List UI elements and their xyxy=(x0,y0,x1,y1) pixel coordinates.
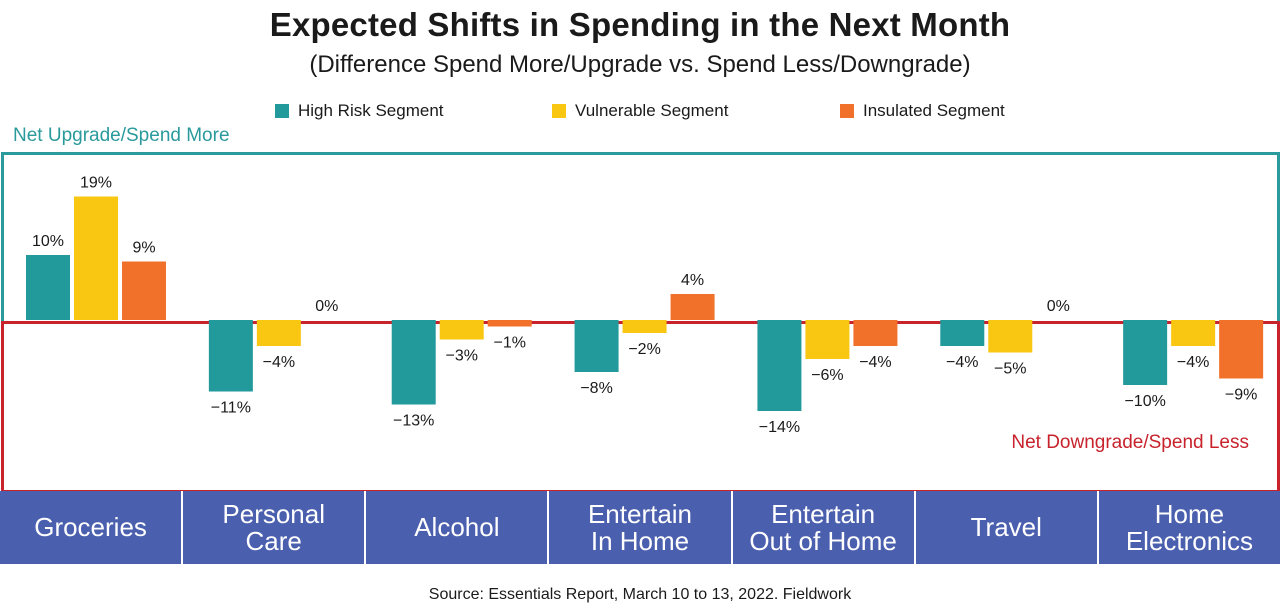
bar-entertain-in-home-vulnerable-segment xyxy=(622,320,667,333)
region-label-downgrade: Net Downgrade/Spend Less xyxy=(1011,432,1249,453)
bar-alcohol-vulnerable-segment xyxy=(439,320,484,340)
legend-item-insulated: Insulated Segment xyxy=(840,101,1005,121)
data-label-entertain-in-home-high-risk-segment: −8% xyxy=(580,380,612,397)
data-label-travel-vulnerable-segment: −5% xyxy=(994,361,1026,378)
bar-entertain-in-home-insulated-segment xyxy=(670,294,715,320)
bar-travel-vulnerable-segment xyxy=(988,320,1033,353)
category-label-entertain-in-home: Entertain In Home xyxy=(549,491,733,564)
data-label-groceries-vulnerable-segment: 19% xyxy=(80,175,112,192)
bar-home-electronics-high-risk-segment xyxy=(1123,320,1168,385)
data-label-alcohol-high-risk-segment: −13% xyxy=(393,413,434,430)
legend-swatch-vulnerable xyxy=(552,104,566,118)
data-label-home-electronics-vulnerable-segment: −4% xyxy=(1177,354,1209,371)
data-label-travel-insulated-segment: 0% xyxy=(1047,298,1070,315)
bar-entertain-out-of-home-vulnerable-segment xyxy=(805,320,850,359)
data-label-entertain-out-of-home-high-risk-segment: −14% xyxy=(759,419,800,436)
category-label-alcohol: Alcohol xyxy=(366,491,550,564)
legend-item-vulnerable: Vulnerable Segment xyxy=(552,101,728,121)
legend-label-vulnerable: Vulnerable Segment xyxy=(575,101,729,120)
data-label-groceries-high-risk-segment: 10% xyxy=(32,233,64,250)
category-label-travel: Travel xyxy=(916,491,1099,564)
data-label-groceries-insulated-segment: 9% xyxy=(132,240,155,257)
data-label-entertain-out-of-home-insulated-segment: −4% xyxy=(859,354,891,371)
legend-swatch-high-risk xyxy=(275,104,289,118)
bar-personal-care-vulnerable-segment xyxy=(256,320,301,346)
bar-personal-care-high-risk-segment xyxy=(208,320,253,392)
bar-entertain-out-of-home-insulated-segment xyxy=(853,320,898,346)
bar-plot: 10% 19% 9% −11% −4% 0% −13% −3% −1% −8% −2% 4% −14% −… xyxy=(26,175,1264,436)
legend-swatch-insulated xyxy=(840,104,854,118)
bar-entertain-out-of-home-high-risk-segment xyxy=(757,320,802,411)
source-note: Source: Essentials Report, March 10 to 1… xyxy=(428,586,852,603)
data-label-entertain-in-home-insulated-segment: 4% xyxy=(681,272,704,289)
bar-groceries-insulated-segment xyxy=(122,261,166,320)
chart-subtitle: (Difference Spend More/Upgrade vs. Spend… xyxy=(309,51,971,78)
bar-home-electronics-vulnerable-segment xyxy=(1171,320,1216,346)
bar-groceries-vulnerable-segment xyxy=(74,196,118,320)
bar-travel-high-risk-segment xyxy=(940,320,985,346)
legend-label-high-risk: High Risk Segment xyxy=(298,101,444,120)
bar-alcohol-high-risk-segment xyxy=(391,320,436,405)
category-bar: Groceries Personal Care Alcohol Entertain I… xyxy=(0,491,1280,564)
chart-title: Expected Shifts in Spending in the Next … xyxy=(269,6,1011,43)
category-label-home-electronics: Home Electronics xyxy=(1125,498,1253,556)
legend-item-high-risk: High Risk Segment xyxy=(275,101,444,121)
data-label-alcohol-vulnerable-segment: −3% xyxy=(445,348,477,365)
category-label-entertain-out-of-home: Entertain Out of Home xyxy=(733,491,916,564)
bar-groceries-high-risk-segment xyxy=(26,255,70,320)
data-label-home-electronics-insulated-segment: −9% xyxy=(1225,387,1257,404)
data-label-personal-care-high-risk-segment: −11% xyxy=(211,400,251,417)
category-label-personal-care: Personal Care xyxy=(183,491,367,564)
legend-label-insulated: Insulated Segment xyxy=(863,101,1005,120)
data-label-personal-care-insulated-segment: 0% xyxy=(315,298,338,315)
bar-entertain-in-home-high-risk-segment xyxy=(574,320,619,372)
bar-home-electronics-insulated-segment xyxy=(1219,320,1264,379)
data-label-entertain-in-home-vulnerable-segment: −2% xyxy=(628,341,660,358)
category-label-groceries: Groceries xyxy=(0,491,184,564)
bar-alcohol-insulated-segment xyxy=(487,320,532,327)
data-label-alcohol-insulated-segment: −1% xyxy=(493,335,525,352)
data-label-personal-care-vulnerable-segment: −4% xyxy=(263,354,295,371)
data-label-travel-high-risk-segment: −4% xyxy=(946,354,978,371)
data-label-home-electronics-high-risk-segment: −10% xyxy=(1124,393,1165,410)
data-label-entertain-out-of-home-vulnerable-segment: −6% xyxy=(811,367,843,384)
region-label-upgrade: Net Upgrade/Spend More xyxy=(13,125,230,146)
